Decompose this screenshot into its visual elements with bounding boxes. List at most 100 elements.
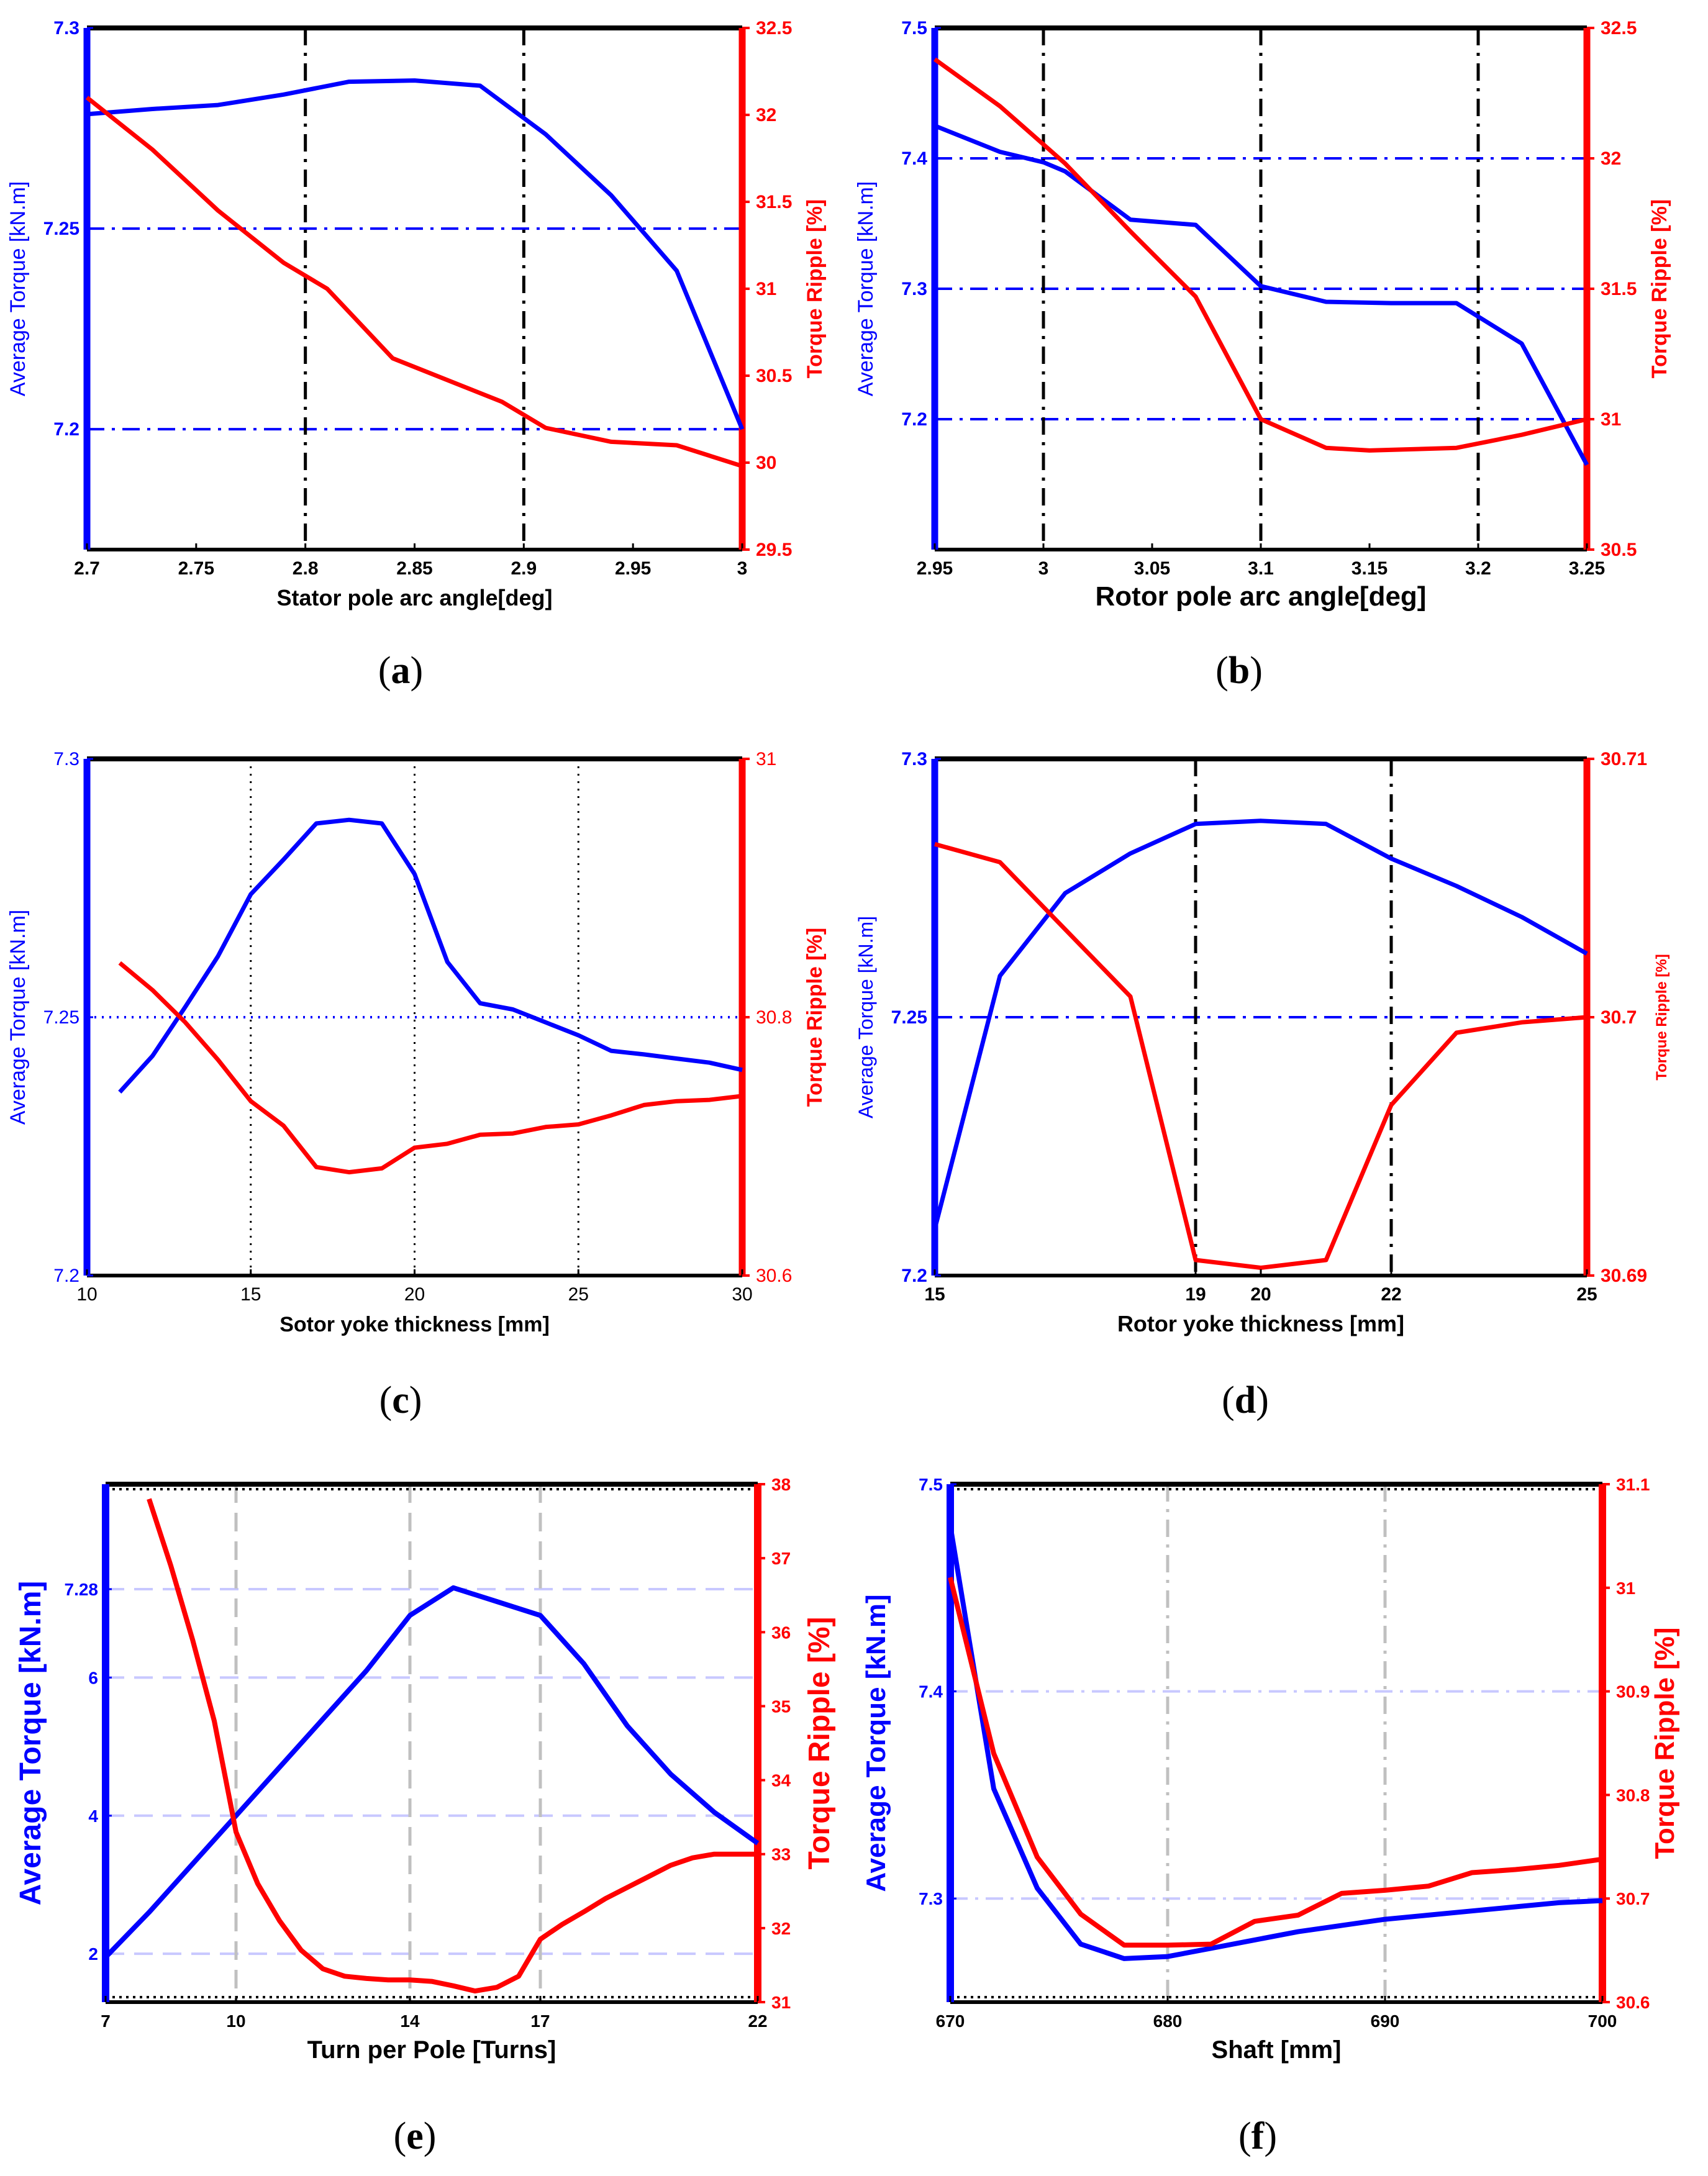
x-tick-label: 22 [748, 2011, 767, 2031]
series-line-average-torque [118, 817, 743, 1094]
x-tick-label: 25 [1576, 1284, 1597, 1305]
y-right-tick-label: 29.5 [756, 540, 792, 560]
y-right-tick-label: 31 [771, 1993, 791, 2012]
x-tick-label: 2.8 [293, 558, 319, 579]
y-right-axis-label: Torque Ripple [%] [1653, 954, 1670, 1081]
x-tick-label: 3 [1038, 558, 1049, 579]
series-line-average-torque [933, 124, 1589, 466]
x-tick-label: 3.25 [1569, 558, 1605, 579]
y-right-tick-label: 30.69 [1601, 1266, 1647, 1286]
y-left-tick-label: 7.5 [901, 18, 927, 39]
x-tick-label: 30 [732, 1284, 752, 1305]
x-tick-label: 690 [1371, 2011, 1400, 2031]
y-right-tick-label: 31.5 [756, 192, 792, 212]
x-tick-label: 2.85 [396, 558, 432, 579]
x-tick-label: 25 [568, 1284, 589, 1305]
y-right-tick-label: 30.9 [1616, 1682, 1650, 1702]
y-left-tick-label: 7.28 [65, 1580, 99, 1599]
chart-panel-a: 2.7 2.75 2.8 2.85 2.9 2.95 3 7.2 7.25 7.3 29.5 30 30… [6, 18, 827, 692]
y-right-tick-label: 38 [771, 1475, 791, 1494]
y-right-tick-label: 32 [771, 1919, 791, 1938]
y-right-tick-label: 30.6 [1616, 1993, 1650, 2012]
y-left-tick-label: 7.2 [901, 1266, 927, 1286]
chart-panel-c: 10 15 20 25 30 7.2 7.25 7.3 30.6 30.8 31 Sotor yoke… [6, 749, 827, 1421]
y-left-tick-label: 7.4 [919, 1682, 943, 1702]
x-tick-label: 670 [936, 2011, 965, 2031]
x-tick-label: 7 [101, 2011, 111, 2031]
y-right-tick-label: 32 [1601, 148, 1621, 169]
y-right-tick-label: 30.5 [1601, 540, 1637, 560]
y-right-tick-label: 30.7 [1616, 1889, 1650, 1908]
y-left-tick-label: 4 [88, 1807, 98, 1826]
y-right-tick-label: 35 [771, 1697, 791, 1716]
y-right-tick-label: 36 [771, 1623, 791, 1642]
y-right-tick-label: 33 [771, 1845, 791, 1864]
x-tick-label: 15 [924, 1284, 945, 1305]
y-right-tick-label: 31.1 [1616, 1475, 1650, 1494]
y-left-tick-label: 7.3 [901, 749, 927, 769]
y-left-axis-label: Average Torque [kN.m] [854, 181, 878, 396]
panel-label: (b) [1215, 650, 1263, 692]
panel-label: (d) [1222, 1379, 1269, 1421]
series-line-average-torque [948, 1525, 1603, 1961]
y-left-tick-label: 6 [88, 1668, 98, 1687]
y-left-axis-label: Average Torque [kN.m] [14, 1581, 47, 1906]
y-left-tick-label: 7.25 [43, 219, 79, 239]
x-tick-label: 3.05 [1134, 558, 1170, 579]
panel-label: (c) [379, 1379, 422, 1421]
x-tick-label: 3.15 [1351, 558, 1388, 579]
series-line-average-torque [932, 818, 1588, 1230]
chart-panel-f: 670 680 690 700 7.3 7.4 7.5 30.6 30.7 30.8 30.9 31 3… [861, 1475, 1680, 2157]
x-tick-label: 700 [1588, 2011, 1617, 2031]
y-left-axis-label: Average Torque [kN.m] [861, 1594, 891, 1892]
y-right-tick-label: 37 [771, 1549, 791, 1568]
x-tick-label: 20 [1250, 1284, 1271, 1305]
chart-panel-d: 15 19 20 22 25 7.2 7.25 7.3 30.69 30.7 30.71 Rotor … [855, 749, 1670, 1421]
x-tick-label: 10 [76, 1284, 97, 1305]
x-tick-label: 2.9 [511, 558, 537, 579]
x-axis-label: Rotor yoke thickness [mm] [1117, 1311, 1404, 1336]
y-right-tick-label: 32.5 [756, 18, 792, 39]
y-right-tick-label: 30 [756, 453, 776, 473]
x-tick-label: 17 [530, 2011, 550, 2031]
y-left-tick-label: 7.25 [43, 1007, 79, 1028]
x-axis-label: Rotor pole arc angle[deg] [1096, 581, 1427, 612]
y-right-tick-label: 34 [771, 1771, 791, 1790]
y-left-tick-label: 7.4 [901, 148, 927, 169]
series-line-torque-ripple [118, 961, 743, 1175]
x-tick-label: 2.7 [74, 558, 100, 579]
x-tick-label: 3.1 [1248, 558, 1274, 579]
y-right-tick-label: 31 [756, 749, 776, 769]
y-right-tick-label: 32.5 [1601, 18, 1637, 39]
x-axis-label: Turn per Pole [Turns] [307, 2036, 556, 2064]
y-right-axis-label: Torque Ripple [%] [1648, 199, 1671, 378]
panel-label: (a) [378, 650, 423, 692]
y-right-tick-label: 30.8 [1616, 1785, 1650, 1805]
y-left-tick-label: 7.2 [53, 1266, 79, 1286]
y-right-tick-label: 30.71 [1601, 749, 1647, 769]
y-right-tick-label: 30.6 [756, 1266, 792, 1286]
series-line-torque-ripple [933, 57, 1588, 453]
y-right-tick-label: 31 [756, 279, 776, 299]
y-left-tick-label: 7.25 [891, 1007, 927, 1028]
series-line-average-torque [86, 78, 745, 430]
panel-label: (e) [394, 2115, 437, 2157]
y-left-tick-label: 7.5 [919, 1475, 943, 1494]
y-left-axis-label: Average Torque [kN.m] [855, 916, 877, 1118]
x-tick-label: 14 [400, 2011, 420, 2031]
y-right-tick-label: 31 [1616, 1579, 1635, 1598]
x-tick-label: 10 [226, 2011, 245, 2031]
x-axis-label: Shaft [mm] [1212, 2036, 1342, 2064]
x-tick-label: 2.95 [917, 558, 953, 579]
y-right-tick-label: 32 [756, 105, 776, 125]
y-right-axis-label: Torque Ripple [%] [803, 1616, 836, 1869]
x-tick-label: 2.75 [178, 558, 214, 579]
y-left-tick-label: 7.2 [53, 419, 79, 440]
x-tick-label: 680 [1153, 2011, 1183, 2031]
y-left-axis-label: Average Torque [kN.m] [6, 181, 30, 396]
y-right-tick-label: 31.5 [1601, 279, 1637, 299]
y-left-axis-label: Average Torque [kN.m] [6, 910, 30, 1125]
y-left-tick-label: 7.2 [901, 409, 927, 430]
